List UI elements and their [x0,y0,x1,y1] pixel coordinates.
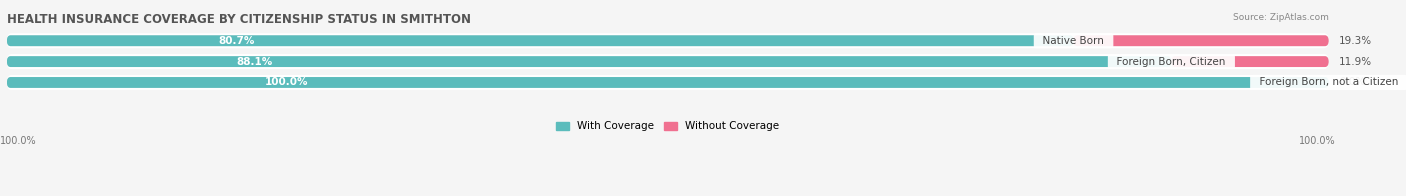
FancyBboxPatch shape [7,56,1329,67]
FancyBboxPatch shape [7,77,1329,88]
Text: Native Born: Native Born [1036,36,1111,46]
Text: 88.1%: 88.1% [236,57,273,67]
FancyBboxPatch shape [7,54,1329,69]
Text: HEALTH INSURANCE COVERAGE BY CITIZENSHIP STATUS IN SMITHTON: HEALTH INSURANCE COVERAGE BY CITIZENSHIP… [7,13,471,26]
FancyBboxPatch shape [1171,56,1329,67]
FancyBboxPatch shape [7,35,1329,46]
Text: Source: ZipAtlas.com: Source: ZipAtlas.com [1233,13,1329,22]
Text: 19.3%: 19.3% [1340,36,1372,46]
FancyBboxPatch shape [7,77,1329,88]
Text: 11.9%: 11.9% [1340,57,1372,67]
Text: 100.0%: 100.0% [264,77,308,87]
FancyBboxPatch shape [7,35,1074,46]
Text: 100.0%: 100.0% [1299,136,1336,146]
Legend: With Coverage, Without Coverage: With Coverage, Without Coverage [553,117,783,135]
Text: 0.0%: 0.0% [1340,77,1365,87]
Text: Foreign Born, Citizen: Foreign Born, Citizen [1111,57,1232,67]
Text: Foreign Born, not a Citizen: Foreign Born, not a Citizen [1253,77,1405,87]
FancyBboxPatch shape [7,56,1171,67]
FancyBboxPatch shape [7,75,1329,90]
Text: 100.0%: 100.0% [0,136,37,146]
FancyBboxPatch shape [7,33,1329,48]
Text: 80.7%: 80.7% [219,36,254,46]
FancyBboxPatch shape [1074,35,1329,46]
